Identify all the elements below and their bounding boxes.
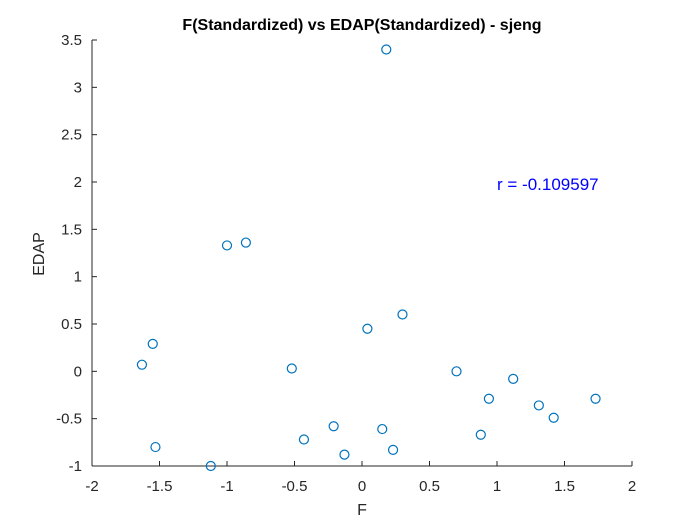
data-point [590, 393, 601, 404]
data-point [397, 309, 408, 320]
data-point [381, 44, 392, 55]
data-point [136, 359, 148, 370]
data-point [377, 423, 388, 435]
data-point [339, 449, 350, 460]
x-tick-label: -1.5 [147, 478, 173, 495]
data-point [328, 421, 339, 432]
data-points [136, 44, 601, 472]
y-tick-label: 3 [74, 79, 82, 96]
data-point [205, 460, 216, 472]
x-axis-ticks: -2 -1.5 -1 -0.5 0 0.5 1 1.5 2 [85, 461, 636, 495]
chart-title: F(Standardized) vs EDAP(Standardized) - … [182, 17, 541, 34]
data-point [387, 444, 399, 456]
axes [91, 40, 632, 467]
y-tick-label: -0.5 [56, 411, 82, 428]
data-point [362, 323, 373, 334]
data-point [451, 366, 462, 377]
y-tick-label: 1 [74, 269, 82, 286]
x-tick-label: 1 [493, 478, 501, 495]
x-tick-label: 1.5 [554, 478, 575, 495]
y-axis-ticks: -1 -0.5 0 0.5 1 1.5 2 2.5 3 3.5 [56, 32, 97, 475]
x-tick-label: 2 [628, 478, 636, 495]
data-point [475, 429, 486, 440]
x-tick-label: -0.5 [282, 478, 308, 495]
data-point [508, 373, 519, 385]
data-point [298, 434, 310, 445]
data-point [147, 338, 158, 349]
y-tick-label: 0 [74, 363, 82, 380]
x-tick-label: -2 [85, 478, 98, 495]
data-point [150, 441, 161, 453]
x-axis-label: F [357, 502, 367, 519]
y-tick-label: 0.5 [61, 316, 82, 333]
x-tick-label: 0.5 [419, 478, 440, 495]
data-point [483, 393, 494, 404]
y-tick-label: 2.5 [61, 127, 82, 144]
y-axis-label: EDAP [31, 232, 48, 276]
correlation-annotation: r = -0.109597 [497, 175, 599, 194]
x-tick-label: 0 [358, 478, 366, 495]
data-point [286, 363, 297, 374]
y-tick-label: 2 [74, 174, 82, 191]
data-point [221, 240, 233, 251]
y-tick-label: 3.5 [61, 32, 82, 49]
data-point [240, 237, 251, 248]
y-tick-label: 1.5 [61, 221, 82, 238]
y-tick-label: -1 [69, 458, 82, 475]
x-tick-label: -1 [220, 478, 233, 495]
data-point [533, 400, 544, 411]
data-point [548, 412, 559, 423]
